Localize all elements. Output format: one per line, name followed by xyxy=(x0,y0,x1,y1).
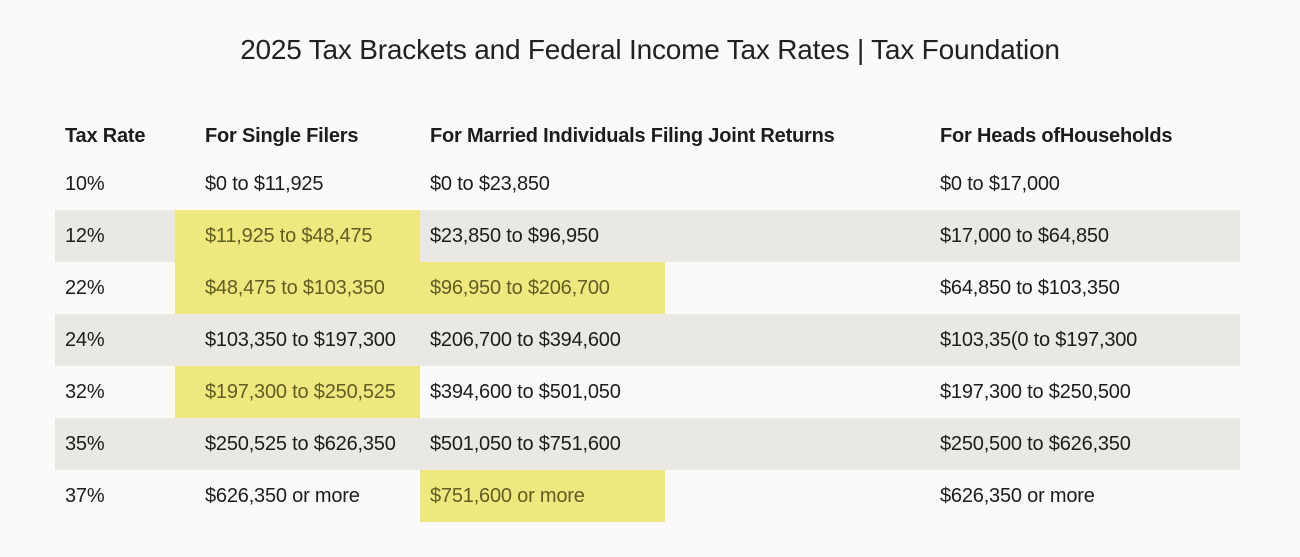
cell-rate: 12% xyxy=(65,224,105,247)
cell-single: $626,350 or more xyxy=(205,484,360,507)
cell-married: $23,850 to $96,950 xyxy=(430,224,599,247)
cell-household: $0 to $17,000 xyxy=(940,172,1060,195)
cell-single-highlighted: $197,300 to $250,525 xyxy=(175,366,420,418)
cell-rate: 32% xyxy=(65,380,105,403)
table-row: 22% $48,475 to $103,350 $96,950 to $206,… xyxy=(55,262,1240,314)
cell-single-highlighted: $11,925 to $48,475 xyxy=(175,210,420,262)
cell-married: $0 to $23,850 xyxy=(430,172,550,195)
cell-married: $206,700 to $394,600 xyxy=(430,328,621,351)
cell-household: $17,000 to $64,850 xyxy=(940,224,1109,247)
cell-rate: 10% xyxy=(65,172,105,195)
column-header-household: For Heads ofHouseholds xyxy=(940,124,1173,147)
cell-rate: 24% xyxy=(65,328,105,351)
cell-rate: 35% xyxy=(65,432,105,455)
page-title: 2025 Tax Brackets and Federal Income Tax… xyxy=(240,34,1060,65)
cell-rate: 22% xyxy=(65,276,105,299)
table-row: 35% $250,525 to $626,350 $501,050 to $75… xyxy=(55,418,1240,470)
table-row: 12% $11,925 to $48,475 $23,850 to $96,95… xyxy=(55,210,1240,262)
column-header-single: For Single Filers xyxy=(205,124,359,147)
table-row: 24% $103,350 to $197,300 $206,700 to $39… xyxy=(55,314,1240,366)
cell-married: $501,050 to $751,600 xyxy=(430,432,621,455)
table-row: 37% $626,350 or more $751,600 or more $6… xyxy=(55,470,1240,522)
table-row: 10% $0 to $11,925 $0 to $23,850 $0 to $1… xyxy=(55,158,1240,210)
cell-rate: 37% xyxy=(65,484,105,507)
cell-married: $394,600 to $501,050 xyxy=(430,380,621,403)
cell-household: $197,300 to $250,500 xyxy=(940,380,1131,403)
cell-married-highlighted: $96,950 to $206,700 xyxy=(420,262,935,314)
cell-household: $103,35(0 to $197,300 xyxy=(940,328,1138,351)
column-header-tax-rate: Tax Rate xyxy=(65,124,146,147)
cell-single-highlighted: $48,475 to $103,350 xyxy=(175,262,420,314)
cell-married-highlighted: $751,600 or more xyxy=(420,470,935,522)
cell-single: $0 to $11,925 xyxy=(205,172,324,195)
cell-single: $250,525 to $626,350 xyxy=(205,432,396,455)
cell-household: $64,850 to $103,350 xyxy=(940,276,1120,299)
cell-household: $250,500 to $626,350 xyxy=(940,432,1131,455)
column-header-married: For Married Individuals Filing Joint Ret… xyxy=(430,124,835,147)
cell-single: $103,350 to $197,300 xyxy=(205,328,396,351)
table-row: 32% $197,300 to $250,525 $394,600 to $50… xyxy=(55,366,1240,418)
tax-brackets-table: Tax Rate For Single Filers For Married I… xyxy=(55,114,1240,522)
table-header-row: Tax Rate For Single Filers For Married I… xyxy=(55,114,1240,158)
cell-household: $626,350 or more xyxy=(940,484,1095,507)
